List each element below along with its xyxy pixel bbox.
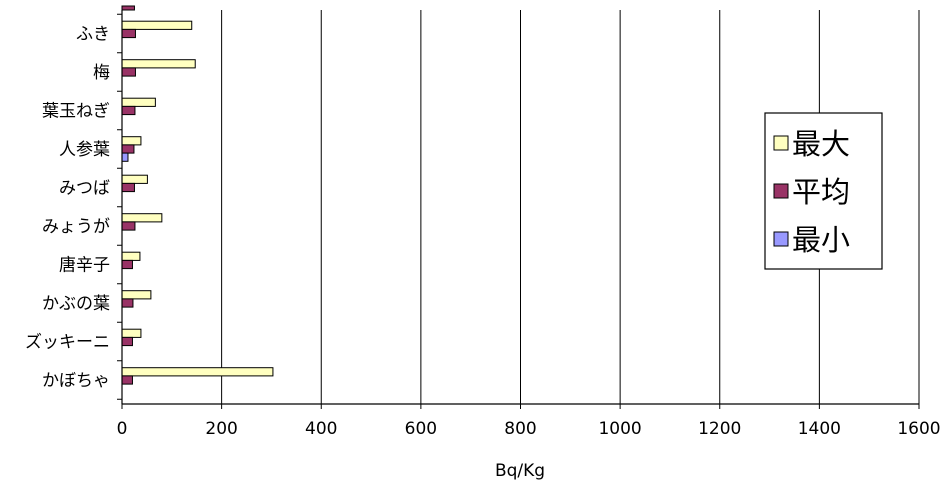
legend-swatch (773, 135, 789, 151)
bar (121, 20, 193, 30)
bar (121, 213, 163, 223)
x-tick-label: 1400 (798, 419, 841, 439)
axes (117, 10, 920, 409)
x-tick-labels: 0 200 400 600 800 1000 1200 1400 1600 (117, 419, 941, 439)
bar (121, 290, 152, 300)
bar (121, 59, 196, 69)
bar (121, 259, 133, 270)
category-label: みょうが (42, 217, 110, 237)
category-label: かぶの葉 (42, 294, 110, 314)
x-tick-label: 1000 (598, 419, 641, 439)
category-label: 葉玉ねぎ (42, 102, 110, 122)
bar (121, 144, 135, 154)
bar-partial (121, 5, 135, 11)
x-tick-label: 1200 (698, 419, 741, 439)
category-label: ふき (76, 25, 110, 45)
category-label: ズッキーニ (25, 333, 110, 353)
legend-label: 最大 (792, 127, 850, 161)
gridlines (221, 10, 920, 404)
legend-swatch (773, 183, 789, 199)
x-tick-label: 0 (117, 419, 128, 439)
bars (121, 5, 274, 385)
x-tick-label: 600 (405, 419, 437, 439)
bar (121, 298, 134, 308)
category-label: 梅 (93, 63, 110, 83)
bar (121, 221, 136, 231)
bar (121, 28, 136, 39)
category-label: みつば (59, 179, 110, 199)
category-label: 人参葉 (59, 140, 110, 160)
x-tick-label: 200 (205, 419, 237, 439)
bar (121, 182, 135, 193)
bar (121, 328, 142, 338)
legend-label: 平均 (792, 175, 850, 209)
x-axis-title: Bq/Kg (495, 461, 545, 481)
category-label: かぼちゃ (42, 371, 110, 391)
bar (121, 174, 148, 184)
legend-swatch (773, 231, 789, 247)
bar (121, 375, 133, 385)
legend-label: 最小 (792, 223, 850, 257)
bar (121, 367, 274, 377)
x-tick-label: 800 (504, 419, 536, 439)
bar (121, 251, 141, 261)
x-tick-label: 1600 (897, 419, 940, 439)
bar (121, 97, 156, 107)
bar (121, 136, 142, 146)
x-tick-label: 400 (305, 419, 337, 439)
bar (121, 152, 129, 162)
bar (121, 67, 136, 77)
bar (121, 336, 133, 347)
bar (121, 105, 136, 116)
category-label: 唐辛子 (59, 255, 110, 276)
